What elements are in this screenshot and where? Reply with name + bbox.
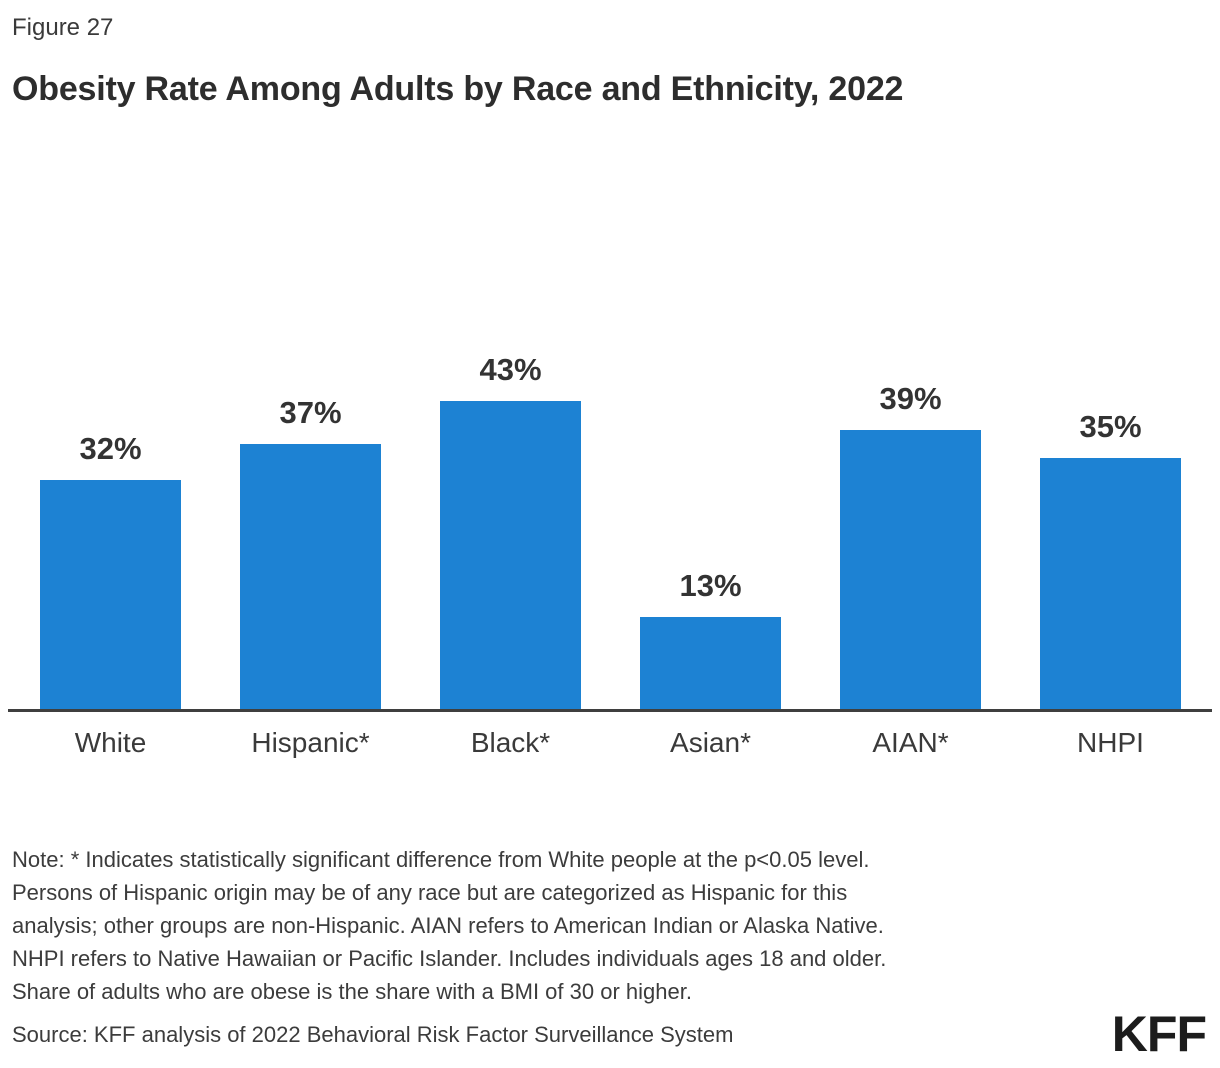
- x-axis-tick-label: Asian*: [670, 727, 751, 758]
- x-axis-line: [8, 709, 1212, 712]
- bar-value-label: 43%: [479, 352, 542, 387]
- x-axis-tick-label: AIAN*: [872, 727, 949, 758]
- source-text: Source: KFF analysis of 2022 Behavioral …: [12, 1022, 734, 1047]
- chart-title: Obesity Rate Among Adults by Race and Et…: [12, 70, 904, 108]
- x-axis-tick-label: Black*: [470, 727, 551, 758]
- bar-asian: [640, 617, 781, 710]
- bar-black: [440, 401, 581, 710]
- bar-value-label: 13%: [679, 568, 742, 603]
- figure-number-label: Figure 27: [12, 14, 114, 41]
- bar-hispanic: [240, 444, 381, 710]
- kff-logo: KFF: [1111, 1006, 1207, 1062]
- bar-value-label: 35%: [1079, 409, 1142, 444]
- bar-aian: [840, 430, 981, 710]
- bar-value-label: 32%: [79, 431, 142, 466]
- bar-white: [40, 480, 181, 710]
- bar-chart: 32% 37% 43% 13% 39% 35% White Hispanic* Black* A…: [8, 352, 1212, 758]
- bar-value-label: 37%: [279, 395, 342, 430]
- bar-nhpi: [1040, 458, 1181, 710]
- note-text: Note: * Indicates statistically signific…: [12, 847, 887, 1004]
- bar-value-label: 39%: [879, 381, 942, 416]
- x-axis-tick-label: Hispanic*: [251, 727, 370, 758]
- x-axis-tick-label: White: [74, 727, 147, 758]
- x-axis-tick-label: NHPI: [1077, 727, 1144, 758]
